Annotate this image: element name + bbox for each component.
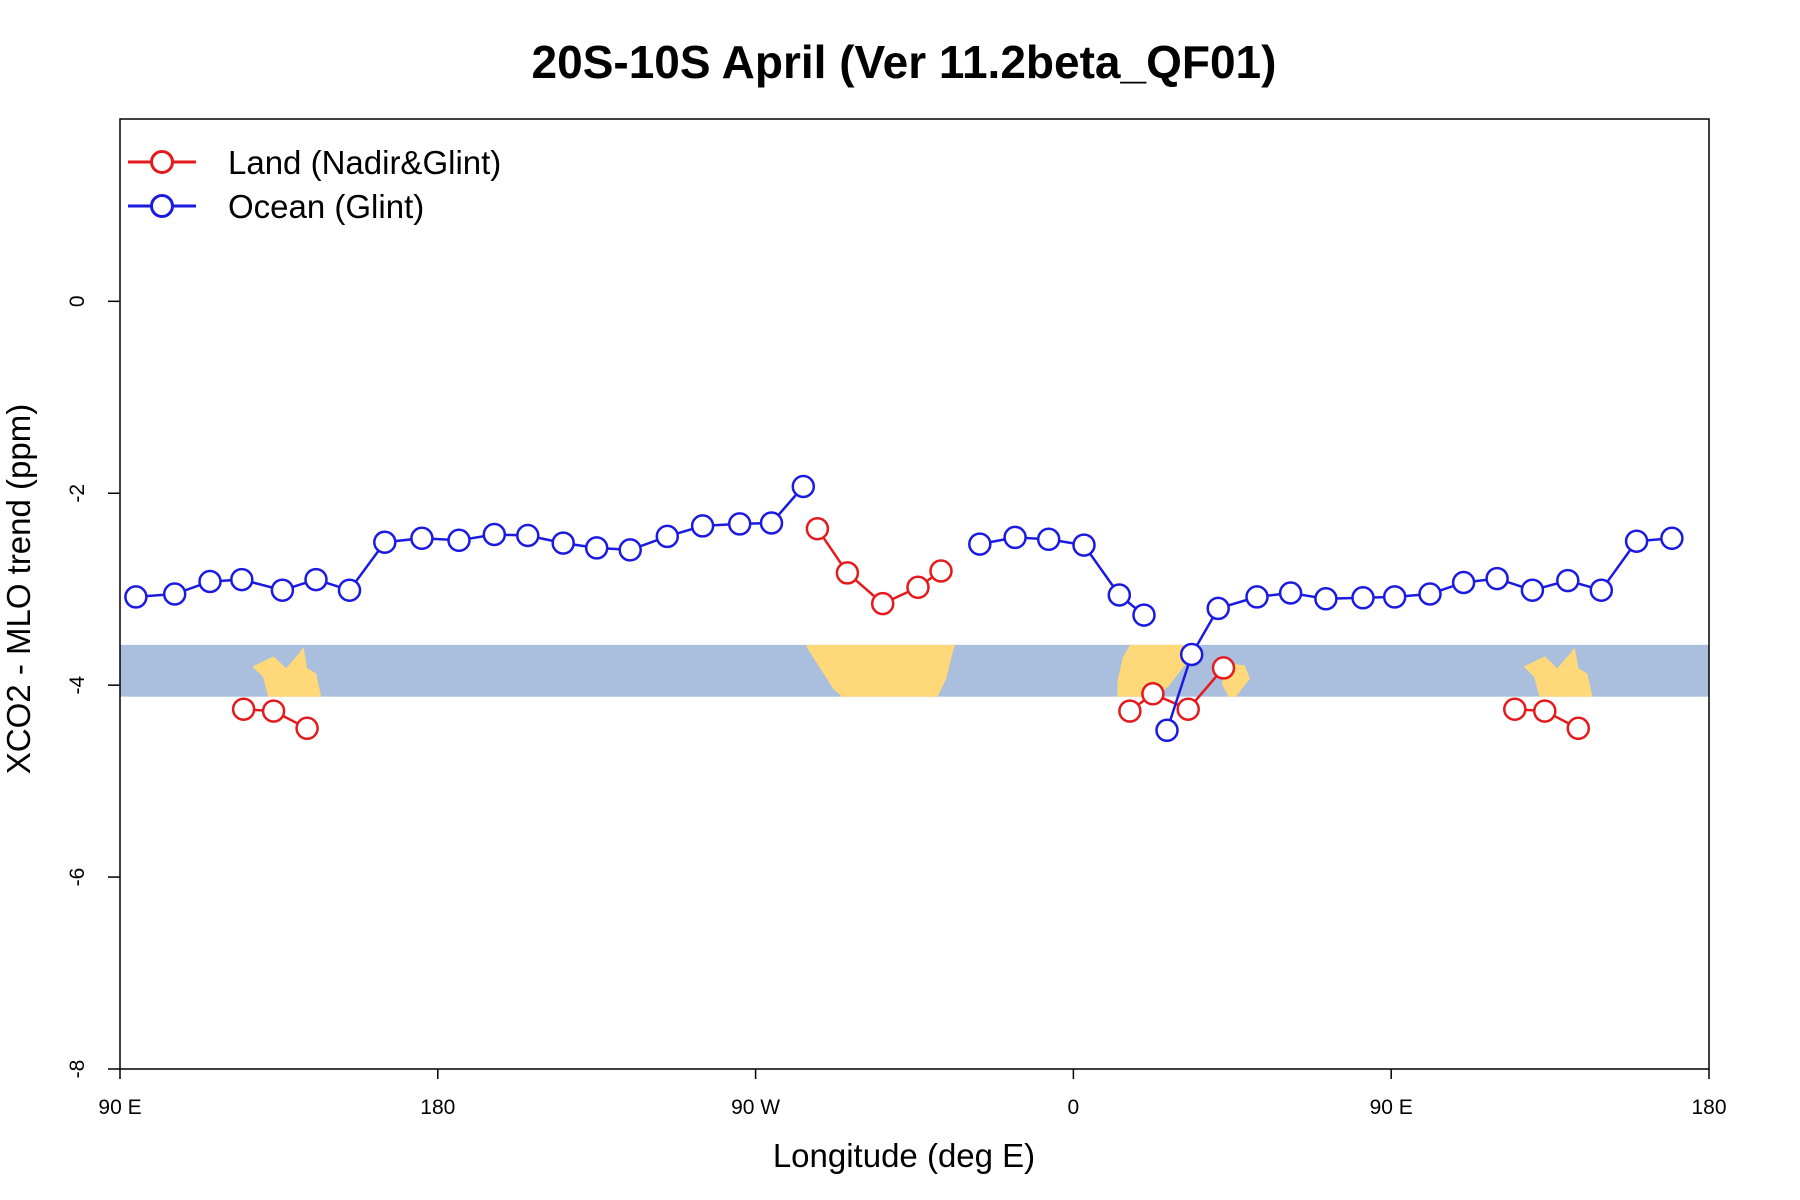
series-land [231,516,1591,741]
data-point [304,567,328,592]
data-point [1176,697,1200,721]
land-south-america [806,644,956,697]
y-tick-label: -2 [66,484,89,503]
legend-label-ocean: Ocean (Glint) [228,188,424,225]
land-africa [1117,644,1187,697]
series-ocean [124,474,1684,743]
legend-label-land: Land (Nadir&Glint) [228,144,501,181]
x-tick-label: 0 [1068,1096,1080,1119]
legend-marker-land [150,150,174,174]
data-point [1211,656,1236,680]
x-axis-label: Longitude (deg E) [773,1137,1035,1174]
data-point [1107,583,1132,607]
data-point [1485,566,1509,591]
legend-marker-ocean [150,194,174,218]
data-point [1589,578,1614,602]
data-point [1503,697,1527,721]
data-point [791,474,816,499]
data-point [835,561,860,585]
data-point [410,526,434,551]
data-point [1533,699,1557,723]
axes: 90 E 180 90 W 0 90 E 180 0 -2 -4 -6 -8 [66,295,1727,1119]
data-point [447,528,471,553]
data-point [162,582,187,606]
data-point [230,567,254,592]
land-australia-repeat [1523,647,1593,697]
data-point [618,538,642,562]
y-tick-label: 0 [66,295,89,307]
data-point [198,569,222,594]
data-point [1314,587,1338,611]
data-point [1382,585,1407,609]
series-layer [124,474,1684,743]
data-point [1278,581,1303,605]
land-australia [252,647,322,697]
data-point [270,578,295,602]
data-point [1003,525,1027,550]
data-point [727,512,752,536]
data-point [1179,642,1204,667]
data-point [482,522,507,547]
data-point [759,511,784,535]
data-point [1072,533,1096,557]
data-point [1624,529,1649,553]
data-point [929,559,953,583]
map-strip [120,644,1709,697]
data-point [373,530,397,554]
series-line [1129,667,1225,713]
data-point [584,536,609,560]
data-point [1155,718,1179,743]
data-point [516,523,540,548]
data-point [1520,578,1545,602]
data-point [1206,596,1230,621]
data-point [1660,526,1684,551]
data-point [1451,570,1476,595]
data-point [1132,603,1156,627]
plot-border [119,118,1710,1070]
data-point [1036,527,1061,552]
x-tick-label: 90 W [731,1096,780,1119]
x-tick-label: 180 [420,1096,455,1119]
data-point [1141,682,1165,706]
data-point [1418,582,1442,606]
data-point [261,699,286,723]
data-point [1566,716,1591,741]
x-tick-label: 90 E [1370,1096,1413,1119]
chart-title: 20S-10S April (Ver 11.2beta_QF01) [532,36,1277,88]
data-point [551,531,575,555]
data-point [1245,585,1269,609]
x-tick-label: 90 E [98,1096,141,1119]
data-point [337,578,362,602]
data-point [906,575,930,600]
data-point [870,591,895,616]
y-tick-label: -6 [66,868,89,887]
legend: Land (Nadir&Glint) Ocean (Glint) [128,144,501,225]
series-line [1165,537,1673,731]
data-point [1118,699,1142,723]
y-axis-label: XCO2 - MLO trend (ppm) [0,404,37,774]
data-point [690,514,715,538]
data-point [1351,586,1375,610]
y-tick-label: -8 [66,1060,89,1079]
data-point [1556,568,1580,593]
data-point [655,524,680,549]
x-tick-label: 180 [1691,1096,1726,1119]
data-point [968,532,992,556]
data-point [124,585,148,609]
y-tick-label: -4 [66,676,89,695]
data-point [295,716,319,741]
data-point [805,516,830,541]
data-point [231,697,256,721]
